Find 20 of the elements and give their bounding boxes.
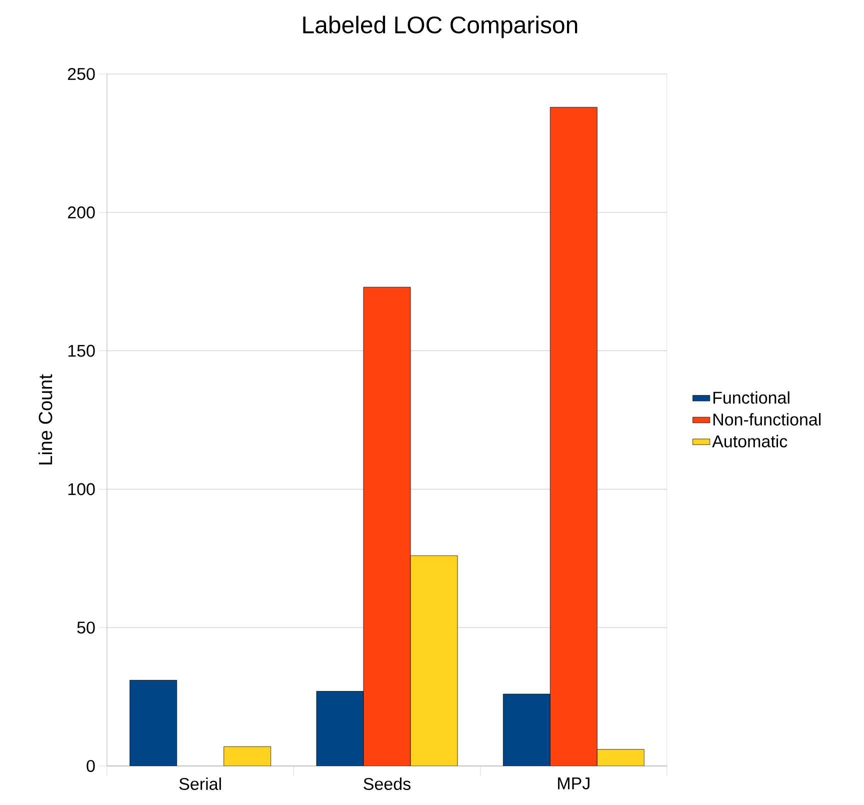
y-axis-title: Line Count bbox=[38, 374, 52, 464]
y-tick-label: 200 bbox=[68, 206, 95, 218]
y-tick-label: 50 bbox=[77, 622, 95, 634]
bar bbox=[224, 746, 272, 766]
x-tick-label: Seeds bbox=[364, 778, 410, 790]
bar bbox=[550, 107, 598, 766]
x-tick-label: Serial bbox=[179, 778, 221, 790]
y-tick-label: 250 bbox=[68, 68, 95, 80]
y-tick-label: 150 bbox=[68, 344, 95, 357]
bar bbox=[410, 555, 458, 766]
y-tick-label: 0 bbox=[86, 760, 95, 772]
y-tick-label: 100 bbox=[68, 483, 95, 496]
legend-label: Non-functional bbox=[713, 413, 821, 426]
bar bbox=[596, 749, 644, 766]
chart-title: Labeled LOC Comparison bbox=[303, 16, 578, 38]
legend-label: Functional bbox=[713, 391, 790, 404]
x-tick-label: MPJ bbox=[558, 778, 590, 790]
bar bbox=[130, 680, 178, 766]
bar bbox=[363, 286, 411, 766]
legend-label: Automatic bbox=[712, 434, 788, 448]
